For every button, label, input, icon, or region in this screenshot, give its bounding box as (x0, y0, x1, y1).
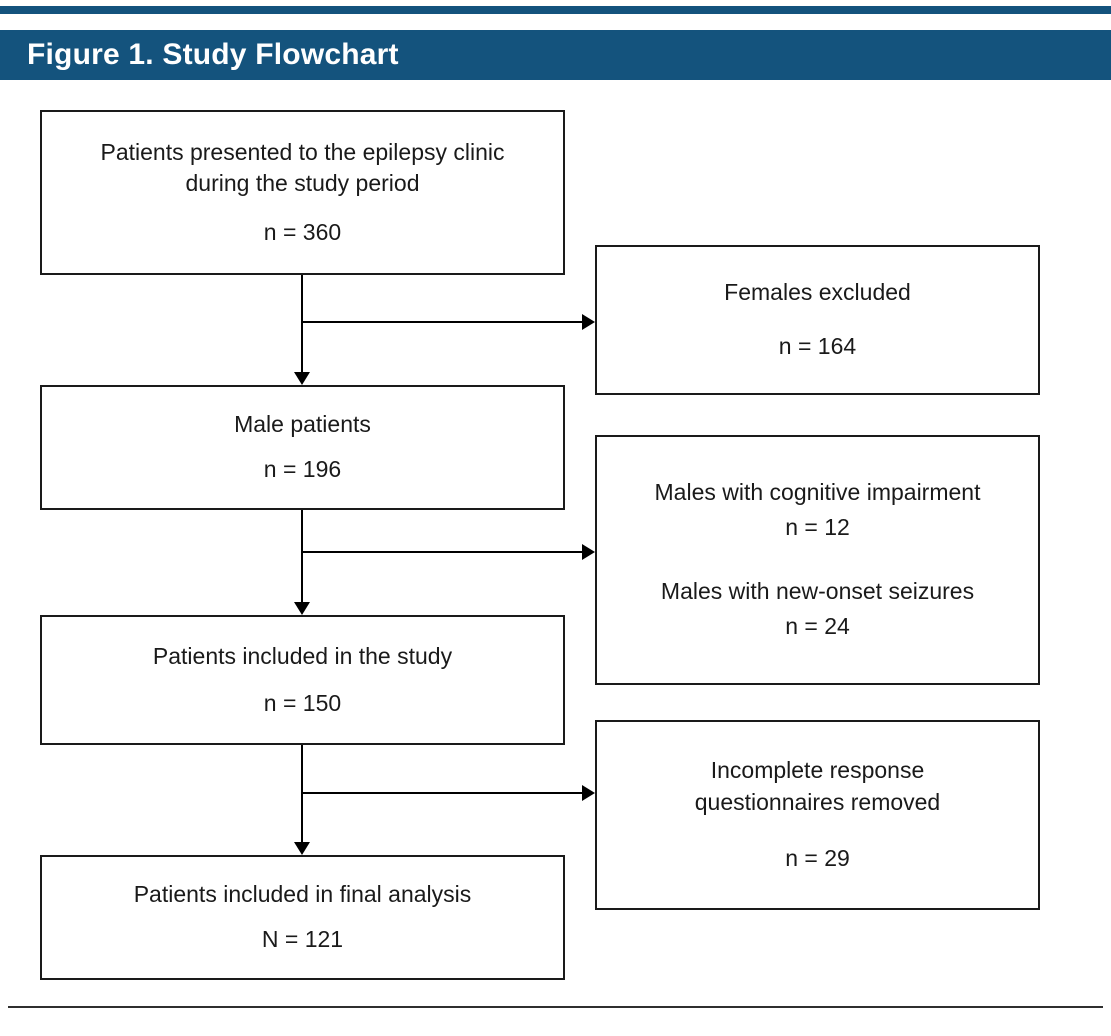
box-count: n = 164 (778, 333, 857, 360)
figure-title: Figure 1. Study Flowchart (27, 38, 399, 71)
flow-box-patients-presented: Patients presented to the epilepsy clini… (40, 110, 565, 275)
arrow-down-1-arrowhead-icon (294, 372, 310, 385)
exclusion-entry: Males with new-onset seizures n = 24 (661, 576, 974, 642)
arrow-down-2-line (301, 510, 303, 602)
flow-box-incomplete-removed: Incomplete response questionnaires remov… (595, 720, 1040, 910)
box-count: n = 196 (263, 456, 342, 483)
box-count: n = 12 (785, 514, 850, 541)
figure-title-bar: Figure 1. Study Flowchart (0, 30, 1111, 80)
box-label: Females excluded (724, 279, 911, 306)
flow-box-females-excluded: Females excluded n = 164 (595, 245, 1040, 395)
top-accent-bar (0, 6, 1111, 14)
arrow-down-2-arrowhead-icon (294, 602, 310, 615)
arrow-right-2-arrowhead-icon (582, 544, 595, 560)
arrow-right-3-arrowhead-icon (582, 785, 595, 801)
arrow-right-1-arrowhead-icon (582, 314, 595, 330)
flow-box-males-excluded-reasons: Males with cognitive impairment n = 12 M… (595, 435, 1040, 685)
box-label: Males with cognitive impairment (654, 479, 981, 506)
box-label: Patients included in final analysis (133, 880, 472, 907)
arrow-right-2-line (302, 551, 582, 553)
box-count: n = 360 (263, 218, 342, 245)
box-count: n = 24 (785, 612, 850, 639)
box-count: n = 29 (785, 845, 850, 872)
flow-box-included-study: Patients included in the study n = 150 (40, 615, 565, 745)
box-count: N = 121 (261, 926, 344, 953)
box-label: Males with new-onset seizures (660, 578, 975, 605)
box-label: Patients presented to the epilepsy clini… (100, 138, 505, 197)
arrow-right-3-line (302, 792, 582, 794)
box-label: Incomplete response questionnaires remov… (694, 756, 941, 815)
arrow-down-3-arrowhead-icon (294, 842, 310, 855)
arrow-down-1-line (301, 275, 303, 372)
exclusion-entry: Males with cognitive impairment n = 12 (655, 477, 981, 543)
box-label: Male patients (234, 410, 371, 437)
box-count: n = 150 (263, 689, 342, 716)
flow-box-final-analysis: Patients included in final analysis N = … (40, 855, 565, 980)
arrow-right-1-line (302, 321, 582, 323)
bottom-rule (8, 1006, 1103, 1008)
flow-box-male-patients: Male patients n = 196 (40, 385, 565, 510)
box-label: Patients included in the study (152, 642, 453, 669)
